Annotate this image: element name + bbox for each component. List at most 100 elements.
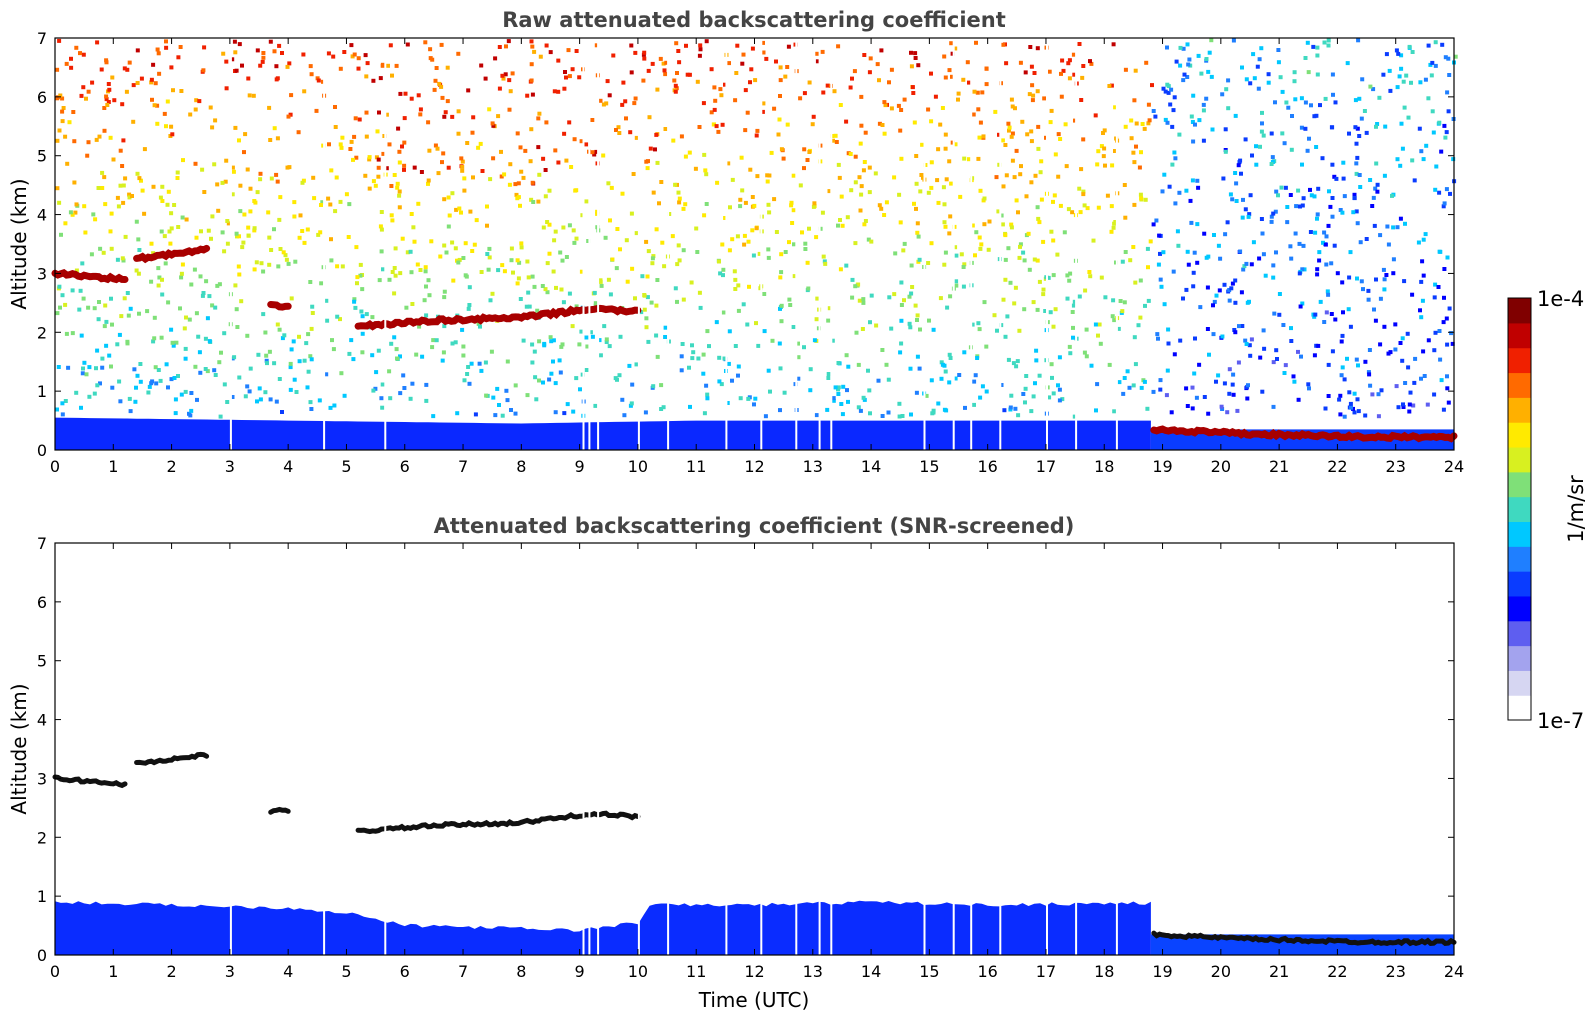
noise-pixel [1313,312,1318,317]
noise-pixel [590,118,595,122]
noise-pixel [1326,43,1331,48]
noise-pixel [815,51,820,56]
noise-pixel [1205,285,1210,290]
noise-pixel [232,355,237,360]
noise-pixel [1235,408,1240,413]
noise-pixel [1345,61,1350,66]
noise-pixel [1423,232,1428,237]
noise-pixel [1026,231,1031,236]
noise-pixel [202,190,207,194]
y-axis-label-raw: Altitude (km) [7,178,31,309]
noise-pixel [380,382,385,387]
noise-pixel [1029,139,1034,144]
data-gap [588,38,591,450]
x-tick-label: 9 [575,962,585,981]
noise-pixel [1096,205,1101,210]
noise-pixel [1024,374,1029,378]
noise-pixel [1093,113,1098,118]
noise-pixel [579,139,584,144]
noise-pixel [649,300,654,305]
x-tick-label: 3 [225,962,235,981]
noise-pixel [1177,190,1182,195]
noise-pixel [117,379,122,384]
noise-pixel [395,185,400,190]
noise-pixel [742,242,747,247]
noise-pixel [608,292,613,297]
noise-pixel [1058,137,1063,141]
noise-pixel [1131,150,1136,155]
noise-pixel [78,51,82,56]
noise-pixel [1193,336,1197,341]
noise-pixel [728,205,732,210]
noise-pixel [1111,42,1116,47]
noise-pixel [836,44,841,49]
noise-pixel [798,96,803,101]
noise-pixel [74,268,79,273]
noise-pixel [233,50,238,55]
noise-pixel [1398,163,1403,168]
noise-pixel [662,264,667,269]
noise-pixel [558,370,563,375]
noise-pixel [1015,359,1020,364]
colorbar-min-label: 1e-7 [1537,709,1584,733]
noise-pixel [159,229,164,234]
noise-pixel [106,100,111,104]
noise-pixel [876,378,881,383]
noise-pixel [954,279,959,284]
noise-pixel [507,182,512,187]
noise-pixel [899,156,904,161]
noise-pixel [64,331,69,336]
noise-pixel [1165,368,1170,373]
noise-pixel [1102,146,1107,151]
x-tick-label: 2 [166,457,176,476]
noise-pixel [1004,173,1009,178]
noise-pixel [1375,182,1380,187]
noise-pixel [641,52,646,57]
noise-pixel [1161,250,1166,255]
noise-pixel [1010,158,1015,163]
noise-pixel [725,401,730,405]
noise-pixel [402,116,407,121]
noise-pixel [57,284,62,289]
noise-pixel [1326,292,1331,297]
noise-pixel [324,372,329,377]
noise-pixel [1340,210,1345,215]
noise-pixel [875,62,880,67]
noise-pixel [338,142,343,147]
noise-pixel [714,320,719,325]
noise-pixel [853,154,858,159]
noise-pixel [1178,63,1183,68]
noise-pixel [1408,390,1413,395]
noise-pixel [461,344,466,349]
y-tick-label: 6 [37,88,47,107]
noise-pixel [867,165,872,170]
noise-pixel [516,181,521,186]
noise-pixel [58,305,62,310]
noise-pixel [1341,160,1346,165]
noise-pixel [203,336,208,341]
noise-pixel [566,48,571,53]
noise-pixel [645,166,650,171]
noise-pixel [1403,221,1407,226]
noise-pixel [258,63,263,68]
noise-pixel [1077,42,1082,46]
noise-pixel [994,175,999,180]
noise-pixel [614,266,619,271]
noise-pixel [1241,197,1245,202]
noise-pixel [1049,229,1054,234]
noise-pixel [61,106,66,110]
noise-pixel [225,400,230,404]
noise-pixel [461,256,466,260]
noise-pixel [402,386,407,390]
noise-pixel [315,76,320,81]
noise-pixel [353,305,358,310]
noise-pixel [884,362,889,367]
noise-pixel [1049,362,1054,367]
x-tick-label: 19 [1152,457,1172,476]
noise-pixel [1223,232,1228,237]
noise-pixel [196,334,201,339]
noise-pixel [1035,258,1040,263]
noise-pixel [1214,379,1218,384]
noise-pixel [948,214,953,219]
noise-pixel [1438,357,1443,362]
